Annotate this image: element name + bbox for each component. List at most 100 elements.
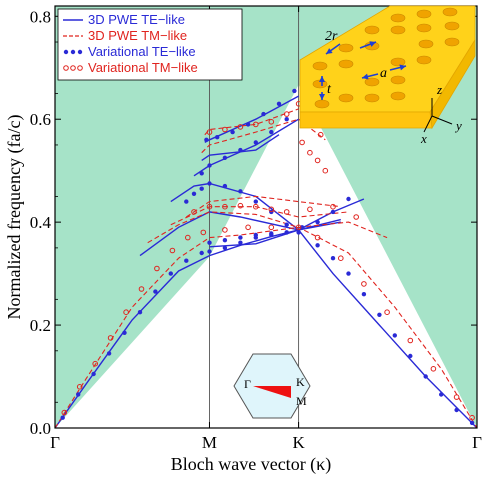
tm-line-band-11: [185, 195, 341, 218]
te-line-band-3: [139, 211, 341, 257]
bz-k-label: K: [296, 375, 305, 389]
te-variational-point: [261, 111, 266, 117]
tm-variational-point: [154, 265, 160, 272]
te-variational-point: [60, 415, 65, 420]
tm-variational-point: [107, 335, 114, 341]
te-variational-point: [245, 122, 251, 127]
legend-box: [57, 8, 243, 81]
arrow-head: [319, 76, 325, 82]
y-tick-label: 0.8: [30, 7, 51, 26]
tm-variational-point: [295, 224, 302, 231]
tm-variational-point: [469, 414, 475, 421]
tm-variational-point: [268, 206, 275, 213]
te-variational-point: [207, 181, 212, 186]
air-hole: [390, 91, 406, 101]
air-hole: [338, 59, 354, 69]
te-variational-point: [408, 353, 413, 359]
x-tick-label: K: [292, 433, 305, 452]
tm-variational-point: [245, 224, 251, 231]
tm-variational-point: [222, 126, 228, 133]
legend-tm-circles-swatch: [63, 65, 83, 71]
te-variational-point: [207, 240, 212, 245]
x-tick-label: Γ: [472, 433, 482, 452]
te-variational-point: [284, 222, 289, 227]
air-hole: [416, 23, 432, 33]
te-variational-point: [296, 230, 301, 235]
legend-te-dots-label: Variational TE−like: [88, 44, 196, 59]
axis-line: [423, 115, 433, 133]
te-variational-point: [284, 230, 289, 235]
air-hole: [312, 61, 328, 71]
slab-dimension-arrows: [319, 41, 407, 100]
te-variational-point: [91, 371, 96, 377]
tm-variational-point: [92, 360, 98, 367]
tm-variational-point: [237, 124, 244, 130]
air-hole: [390, 75, 406, 85]
x-axis-title: Bloch wave vector (κ): [171, 454, 332, 475]
bz-irreducible-wedge: [253, 386, 291, 398]
te-variational-point: [238, 189, 243, 194]
te-variational-point: [439, 392, 444, 397]
tm-variational-point: [307, 149, 313, 156]
te-variational-point: [207, 249, 212, 254]
x-tick-label: M: [202, 433, 217, 452]
te-variational-point: [423, 374, 428, 379]
te-variational-point: [122, 330, 127, 335]
tm-variational-point: [330, 203, 336, 210]
tm-variational-point: [169, 247, 176, 254]
series-layer: [54, 88, 478, 429]
tm-variational-point: [191, 209, 197, 215]
axis-line: [431, 115, 453, 125]
ticks-layer: Γ M K Γ0.00.20.40.60.8: [30, 6, 482, 452]
tm-variational-point: [253, 203, 259, 210]
te-variational-point: [361, 292, 367, 297]
tm-variational-point: [314, 157, 321, 164]
te-variational-point: [330, 209, 336, 215]
y-tick-label: 0.6: [30, 110, 51, 129]
legend-tm-circle: [77, 65, 83, 71]
x-tick-label: Γ: [50, 433, 60, 452]
brillouin-zone-inset: Γ K M: [233, 353, 311, 419]
arrow-head: [326, 48, 333, 54]
te-variational-point: [269, 231, 274, 236]
legend: 3D PWE TE−like 3D PWE TM−like Variationa…: [57, 8, 243, 81]
tm-variational-point: [453, 394, 460, 400]
tm-variational-point: [185, 234, 191, 241]
te-variational-point: [222, 155, 228, 160]
te-variational-point: [377, 312, 382, 317]
legend-tm-line-label: 3D PWE TM−like: [88, 28, 187, 43]
air-hole: [416, 9, 432, 19]
te-variational-point: [137, 310, 143, 315]
te-variational-point: [253, 232, 258, 238]
te-variational-point: [215, 135, 220, 140]
te-variational-point: [207, 163, 212, 168]
te-variational-point: [315, 243, 320, 248]
te-variational-point: [204, 137, 209, 142]
te-variational-point: [238, 147, 243, 153]
tm-variational-point: [206, 129, 213, 135]
te-variational-point: [330, 256, 336, 261]
air-hole: [442, 7, 458, 17]
tm-variational-point: [138, 286, 145, 292]
y-axis-title: Normalized frequency (fa/c): [4, 115, 25, 320]
te-line-band-5: [193, 118, 299, 177]
air-hole: [390, 13, 406, 23]
tm-variational-point: [61, 409, 68, 416]
air-hole: [364, 25, 380, 35]
legend-tm-circles-label: Variational TM−like: [88, 60, 198, 75]
te-variational-point: [184, 199, 189, 204]
slab-holes: [312, 7, 460, 109]
tm-variational-point: [338, 255, 344, 262]
air-hole: [364, 77, 380, 87]
air-hole: [338, 43, 354, 53]
plot-frame: [54, 5, 478, 429]
te-variational-point: [199, 186, 204, 191]
tm-variational-point: [268, 119, 275, 125]
light-cone-white-region: [55, 84, 477, 429]
coordinate-axes-triad: [423, 98, 453, 133]
te-variational-point: [454, 407, 459, 413]
air-hole: [314, 99, 330, 109]
te-variational-point: [253, 140, 258, 145]
legend-tm-circle: [70, 65, 76, 71]
te-variational-point: [315, 219, 320, 225]
